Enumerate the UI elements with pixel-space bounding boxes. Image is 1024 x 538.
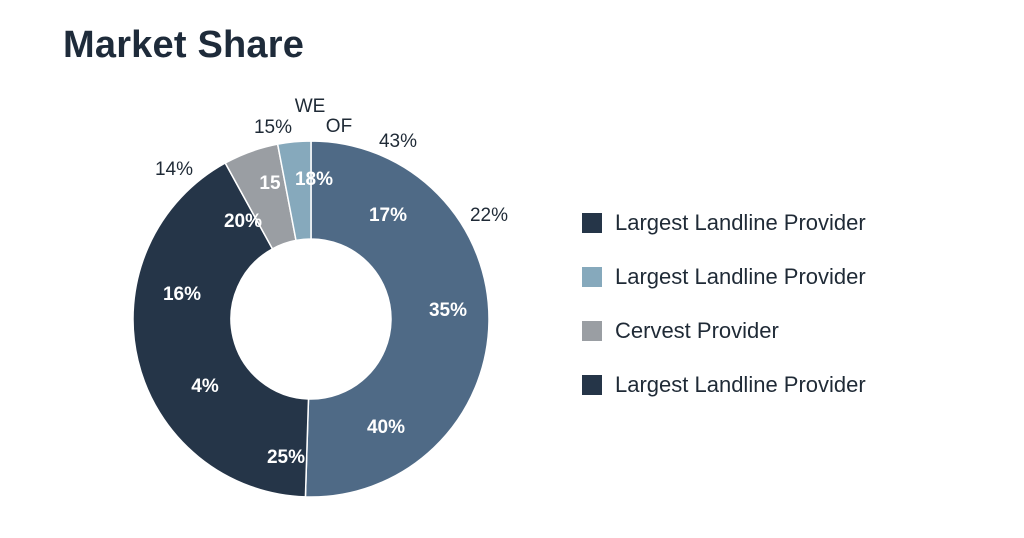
chart-legend: Largest Landline Provider Largest Landli…: [582, 196, 866, 412]
donut-slice[interactable]: [132, 161, 310, 498]
outer-data-label: 15%: [254, 117, 292, 138]
inner-data-label: 35%: [429, 300, 467, 321]
legend-label: Largest Landline Provider: [615, 264, 866, 289]
inner-data-label: 16%: [163, 284, 201, 305]
inner-data-label: 25%: [267, 447, 305, 468]
inner-data-label: 4%: [191, 376, 219, 397]
legend-item[interactable]: Largest Landline Provider: [582, 196, 866, 250]
legend-swatch: [582, 321, 602, 341]
legend-item[interactable]: Largest Landline Provider: [582, 358, 866, 412]
legend-item[interactable]: Cervest Provider: [582, 304, 866, 358]
legend-item[interactable]: Largest Landline Provider: [582, 250, 866, 304]
legend-swatch: [582, 267, 602, 287]
legend-label: Largest Landline Provider: [615, 210, 866, 235]
inner-data-label: 20%: [224, 211, 262, 232]
outer-data-label: 14%: [155, 159, 193, 180]
inner-data-label: 15: [259, 173, 281, 194]
inner-data-label: 17%: [369, 205, 407, 226]
donut-slice[interactable]: [304, 140, 490, 498]
outer-data-label: OF: [326, 116, 352, 137]
legend-label: Cervest Provider: [615, 318, 779, 343]
inner-data-label: 40%: [367, 417, 405, 438]
chart-title: Market Share: [63, 24, 305, 66]
legend-swatch: [582, 375, 602, 395]
outer-data-label: WE: [295, 96, 326, 117]
outer-data-label: 43%: [379, 131, 417, 152]
inner-data-label: 18%: [295, 169, 333, 190]
donut-slice[interactable]: [276, 140, 312, 242]
outer-data-label: 22%: [470, 205, 508, 226]
legend-swatch: [582, 213, 602, 233]
legend-label: Largest Landline Provider: [615, 372, 866, 397]
